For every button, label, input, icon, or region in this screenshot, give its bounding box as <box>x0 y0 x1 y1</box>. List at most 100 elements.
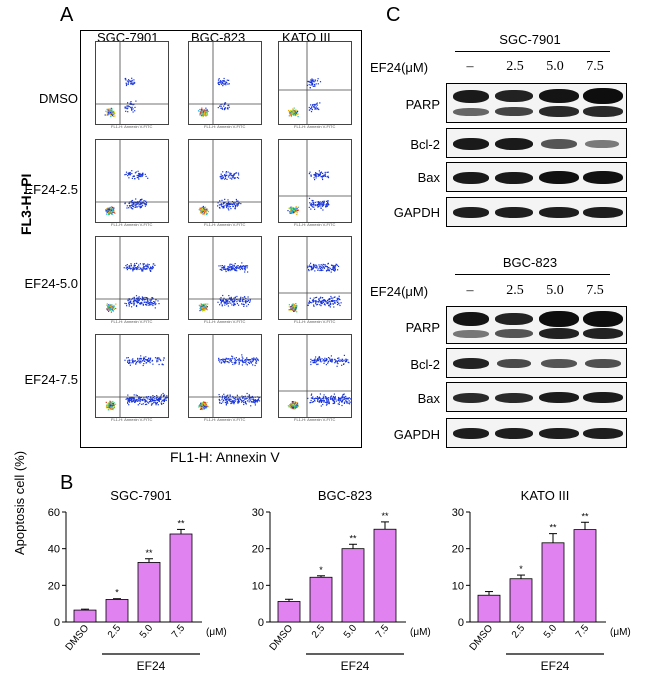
bar <box>73 609 97 623</box>
blot-protein-label: GAPDH <box>393 427 440 442</box>
blot-lane-label: 5.0 <box>546 283 564 298</box>
y-tick-label: 30 <box>452 507 464 519</box>
y-tick-label: 10 <box>252 580 264 592</box>
blot-lane-label: 7.5 <box>586 59 604 74</box>
flow-mini-axis-label: FL1-H: Annexin V-FITC <box>204 124 246 129</box>
blot-protein-label: Bax <box>417 391 440 406</box>
flow-scatter-plot <box>188 139 262 223</box>
blot-divider <box>455 274 610 275</box>
panel-b-label: B <box>60 472 74 494</box>
x-tick-label: 2.5 <box>310 623 328 641</box>
flow-row-label: DMSO <box>39 91 78 106</box>
flow-scatter-plot <box>188 41 262 125</box>
bar <box>477 594 501 623</box>
x-tick-label: 5.0 <box>342 623 360 641</box>
flow-scatter-plot <box>95 334 169 418</box>
x-tick-label: DMSO <box>64 623 92 653</box>
flow-scatter-plot <box>95 41 169 125</box>
blot-parp-sgc <box>446 83 627 123</box>
y-tick-label: 0 <box>54 617 60 629</box>
blot-protein-label: PARP <box>405 97 440 112</box>
blot-cell-line: SGC-7901 <box>499 32 561 47</box>
blot-treatment-label: EF24(μM) <box>370 284 429 299</box>
significance-marker: ** <box>145 548 153 558</box>
x-tick-label: 2.5 <box>106 623 124 641</box>
flow-cytometry-grid: FL1-H: Annexin V-FITC FL1-H: Annexin V-FI… <box>80 30 362 448</box>
x-tick-label: 7.5 <box>374 623 392 641</box>
x-axis-label: EF24 <box>541 659 570 671</box>
flow-scatter-plot <box>95 236 169 320</box>
flow-row-label: EF24-7.5 <box>24 372 78 387</box>
x-tick-label: 5.0 <box>542 623 560 641</box>
flow-mini-axis-label: FL1-H: Annexin V-FITC <box>204 319 246 324</box>
chart-title: SGC-7901 <box>110 488 171 503</box>
chart-title: KATO III <box>521 488 570 503</box>
flow-row-label: EF24-5.0 <box>24 276 78 291</box>
blot-protein-label: Bcl-2 <box>410 357 440 372</box>
blot-bax-bgc <box>446 382 627 412</box>
blot-gapdh-bgc <box>446 418 627 448</box>
significance-marker: ** <box>381 511 389 521</box>
bar <box>573 529 597 623</box>
x-axis-label: EF24 <box>137 659 166 671</box>
x-tick-label: DMSO <box>468 623 496 653</box>
bar <box>137 562 161 623</box>
x-tick-label: DMSO <box>268 623 296 653</box>
flow-mini-axis-label: FL1-H: Annexin V-FITC <box>111 222 153 227</box>
blot-bcl2-sgc <box>446 128 627 158</box>
flow-scatter-plot <box>188 334 262 418</box>
bar-chart-y-axis-label: Apoptosis cell (%) <box>12 450 27 555</box>
significance-marker: * <box>115 588 119 598</box>
blot-lane-label: – <box>466 283 474 298</box>
significance-marker: ** <box>549 523 557 533</box>
flow-y-axis-label: FL3-H: PI <box>18 173 34 235</box>
bar-chart-bgc-823: BGC-823 0 10 20 30 DMSO * 2.5 ** 5.0 ** 7.5 (μM) EF24 <box>252 488 431 671</box>
bar-chart-sgc-7901: SGC-7901 0 20 40 60 DMSO * 2.5 ** 5.0 ** 7.5 (μM) EF2… <box>48 488 227 671</box>
x-axis-label: EF24 <box>341 659 370 671</box>
y-tick-label: 20 <box>452 544 464 556</box>
flow-mini-axis-label: FL1-H: Annexin V-FITC <box>111 319 153 324</box>
y-tick-label: 0 <box>258 617 264 629</box>
flow-scatter-plot <box>278 41 352 125</box>
x-tick-label: 2.5 <box>510 623 528 641</box>
bar <box>169 533 193 623</box>
blot-lane-label: – <box>466 59 474 74</box>
significance-marker: ** <box>177 518 185 528</box>
flow-mini-axis-label: FL1-H: Annexin V-FITC <box>204 222 246 227</box>
significance-marker: * <box>519 564 523 574</box>
unit-label: (μM) <box>410 627 431 638</box>
unit-label: (μM) <box>206 627 227 638</box>
flow-scatter-plot <box>278 334 352 418</box>
y-tick-label: 10 <box>452 580 464 592</box>
bar <box>341 548 365 623</box>
bar <box>509 578 533 623</box>
bar <box>541 542 565 623</box>
flow-mini-axis-label: FL1-H: Annexin V-FITC <box>204 417 246 422</box>
blot-protein-label: PARP <box>405 320 440 335</box>
y-tick-label: 20 <box>252 544 264 556</box>
flow-mini-axis-label: FL1-H: Annexin V-FITC <box>294 222 336 227</box>
bar <box>105 599 129 623</box>
blot-lane-label: 2.5 <box>506 283 524 298</box>
chart-title: BGC-823 <box>318 488 372 503</box>
flow-mini-axis-label: FL1-H: Annexin V-FITC <box>294 417 336 422</box>
flow-scatter-plot <box>278 236 352 320</box>
panel-a-label: A <box>60 4 74 26</box>
blot-protein-label: Bax <box>417 170 440 185</box>
blot-lane-label: 7.5 <box>586 283 604 298</box>
blot-lane-label: 5.0 <box>546 59 564 74</box>
significance-marker: * <box>319 565 323 575</box>
flow-x-axis-label: FL1-H: Annexin V <box>170 449 280 465</box>
y-tick-label: 30 <box>252 507 264 519</box>
unit-label: (μM) <box>610 627 631 638</box>
blot-bax-sgc <box>446 162 627 192</box>
blot-lane-label: 2.5 <box>506 59 524 74</box>
bar <box>277 601 301 623</box>
panel-c-label: C <box>386 4 401 26</box>
blot-parp-bgc <box>446 306 627 344</box>
x-tick-label: 7.5 <box>170 623 188 641</box>
blot-protein-label: GAPDH <box>393 205 440 220</box>
blot-gapdh-sgc <box>446 197 627 227</box>
significance-marker: ** <box>581 511 589 521</box>
blot-cell-line: BGC-823 <box>502 255 558 270</box>
